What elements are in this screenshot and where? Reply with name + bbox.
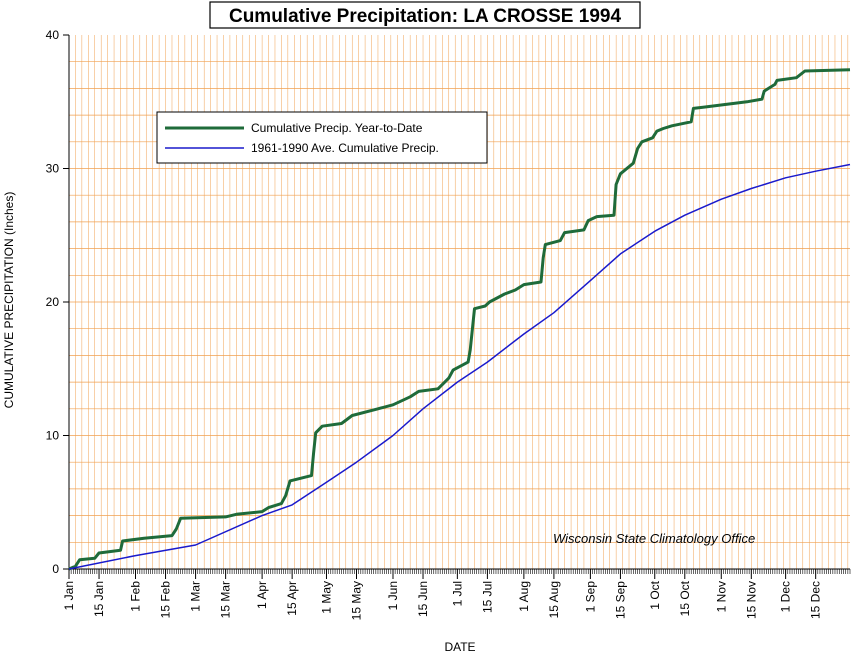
y-axis-title: CUMULATIVE PRECIPITATION (Inches) (2, 192, 16, 409)
x-tick-label: 15 Aug (547, 581, 561, 618)
x-tick-label: 15 Feb (159, 581, 173, 619)
grid-layer (69, 35, 850, 569)
x-tick-label: 1 Nov (714, 581, 728, 612)
source-annotation: Wisconsin State Climatology Office (553, 531, 755, 546)
x-tick-label: 15 Nov (744, 581, 758, 619)
y-tick-label: 20 (46, 295, 60, 309)
x-tick-label: 1 May (319, 581, 333, 614)
x-tick-label: 15 Oct (678, 580, 692, 616)
y-tick-label: 30 (46, 162, 60, 176)
chart-title: Cumulative Precipitation: LA CROSSE 1994 (229, 6, 621, 27)
x-tick-label: 15 Sep (613, 581, 627, 619)
x-tick-label: 15 Jun (416, 581, 430, 617)
x-tick-label: 1 Jul (450, 581, 464, 606)
x-tick-label: 1 Feb (129, 581, 143, 612)
series-layer (68, 68, 851, 571)
y-tick-label: 10 (46, 429, 60, 443)
x-tick-label: 15 Mar (219, 581, 233, 618)
y-tick-label: 0 (52, 562, 59, 576)
legend-label-observed: Cumulative Precip. Year-to-Date (251, 121, 423, 135)
axis-layer: 0 10 20 30 40 1 Jan 15 Jan 1 Feb 15 Feb 1 Mar 15 M… (46, 28, 851, 620)
x-tick-label: 1 Sep (583, 581, 597, 613)
chart-title-group: Cumulative Precipitation: LA CROSSE 1994 (209, 1, 641, 29)
series-line-observed (68, 68, 851, 571)
series-line-average (68, 163, 851, 570)
x-tick-label: 1 Aug (517, 581, 531, 612)
x-tick-label: 1 Jun (386, 581, 400, 610)
x-tick-label: 15 Apr (285, 581, 299, 616)
x-tick-label: 1 Apr (255, 581, 269, 609)
x-tick-label: 1 Dec (779, 581, 793, 612)
x-tick-label: 1 Oct (648, 580, 662, 609)
x-tick-label: 1 Jan (62, 581, 76, 610)
x-tick-label: 1 Mar (189, 581, 203, 612)
x-tick-label: 15 Jan (92, 581, 106, 617)
x-tick-label: 15 May (350, 581, 364, 620)
legend: Cumulative Precip. Year-to-Date 1961-199… (156, 111, 488, 164)
x-tick-label: 15 Jul (480, 581, 494, 613)
x-axis-title: DATE (444, 640, 475, 654)
chart-title-box (209, 1, 641, 29)
legend-box (156, 111, 488, 164)
y-tick-label: 40 (46, 28, 60, 42)
legend-label-average: 1961-1990 Ave. Cumulative Precip. (251, 141, 439, 155)
x-tick-label: 15 Dec (809, 581, 823, 619)
